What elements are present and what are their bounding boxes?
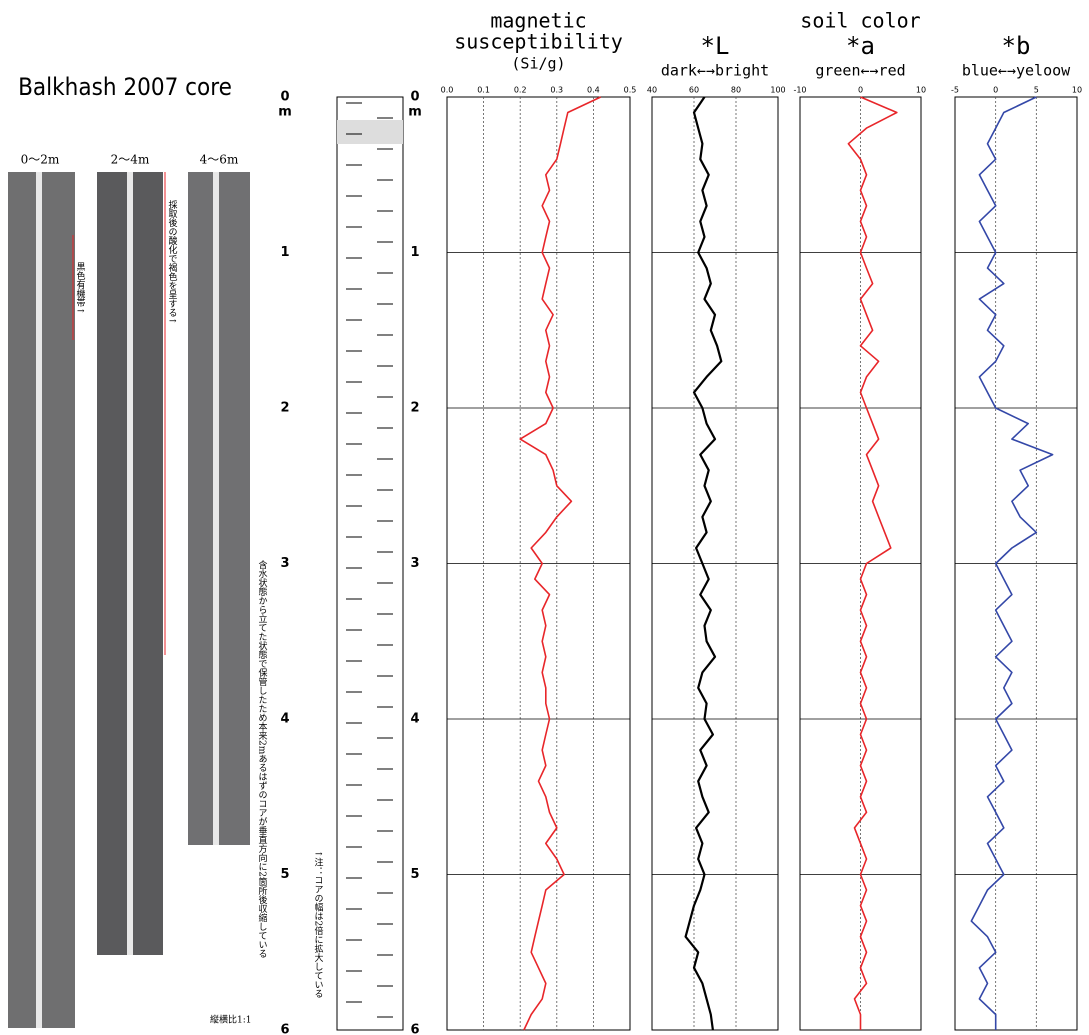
scale-tape [127, 172, 133, 955]
depth-tick-label: 6 [410, 1023, 419, 1035]
data-line [684, 96, 723, 1031]
note: 含水状態から立てた状態で保管したため本来2mあるはずのコアが垂直方向に2箇所後収… [257, 559, 268, 958]
depth-unit: m [278, 105, 292, 120]
x-tick-label: 10 [916, 86, 926, 95]
x-tick-label: 100 [770, 86, 785, 95]
depth-tick-label: 0 [280, 90, 289, 105]
scale-tape [213, 172, 219, 845]
core-photos [8, 172, 250, 1028]
note: 採取後の酸化で褐色を呈する↑ [167, 199, 178, 325]
depth-tick-label: 3 [280, 556, 289, 571]
data-line [847, 96, 898, 1030]
x-tick-label: 0 [993, 86, 998, 95]
depth-tick-label: 5 [280, 867, 289, 882]
lithology-frame [336, 96, 404, 1031]
depth-tick-label: 6 [280, 1023, 289, 1035]
chart-title: (Si/g) [511, 55, 565, 73]
x-tick-label: 0.3 [550, 86, 563, 95]
x-tick-label: 0 [858, 86, 863, 95]
x-tick-label: 0.0 [441, 86, 454, 95]
photo-label: 2～4m [111, 153, 150, 167]
chart-supertitle: soil color [800, 9, 920, 33]
data-line [970, 96, 1054, 1030]
x-tick-label: 0.4 [587, 86, 600, 95]
photo-label: 0～2m [21, 153, 60, 167]
x-tick-label: 60 [689, 86, 699, 95]
chart-title: *b [1002, 32, 1031, 60]
note: 黒色有機帯↑ [75, 262, 86, 315]
chart-title: susceptibility [454, 30, 623, 54]
x-tick-label: 0.1 [477, 86, 490, 95]
x-tick-label: 0.2 [514, 86, 527, 95]
photo-label: 4～6m [200, 153, 239, 167]
depth-tick-label: 5 [410, 867, 419, 882]
chart-title: magnetic [490, 9, 586, 33]
x-axis-label: dark←→bright [661, 62, 769, 80]
lithology-column [336, 96, 404, 1031]
depth-tick-label: 3 [410, 556, 419, 571]
x-tick-label: -5 [951, 86, 959, 95]
depth-tick-label: 1 [280, 245, 289, 260]
x-axis-label: green←→red [815, 62, 905, 80]
x-tick-label: 10 [1072, 86, 1082, 95]
figure-title: Balkhash 2007 core [18, 73, 232, 101]
chart-title: *L [701, 32, 730, 60]
x-tick-label: 0.5 [624, 86, 637, 95]
depth-tick-label: 2 [280, 401, 289, 416]
x-axis-label: blue←→yeloow [962, 62, 1071, 80]
scale-tape [36, 172, 42, 1028]
depth-tick-label: 0 [410, 90, 419, 105]
lithology-band [337, 120, 403, 144]
x-tick-label: 5 [1034, 86, 1039, 95]
note: ↑注：コアの幅は2倍に拡大している [313, 850, 324, 998]
x-tick-label: 40 [647, 86, 657, 95]
x-tick-label: 80 [731, 86, 741, 95]
chart-title: *a [846, 32, 875, 60]
depth-tick-label: 4 [280, 712, 289, 727]
depth-tick-label: 2 [410, 401, 419, 416]
x-tick-label: -10 [793, 86, 806, 95]
data-line [519, 96, 602, 1031]
depth-tick-label: 4 [410, 712, 419, 727]
depth-unit: m [408, 105, 422, 120]
depth-tick-label: 1 [410, 245, 419, 260]
note: 縦横比1:1 [210, 1014, 252, 1026]
